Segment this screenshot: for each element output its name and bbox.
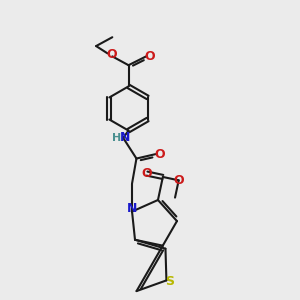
Text: O: O <box>142 167 152 180</box>
Text: N: N <box>120 131 131 144</box>
Text: O: O <box>155 148 165 160</box>
Text: O: O <box>106 48 117 62</box>
Text: S: S <box>165 275 174 288</box>
Text: O: O <box>173 174 184 187</box>
Text: H: H <box>112 133 121 143</box>
Text: N: N <box>127 202 137 214</box>
Text: O: O <box>145 50 155 63</box>
